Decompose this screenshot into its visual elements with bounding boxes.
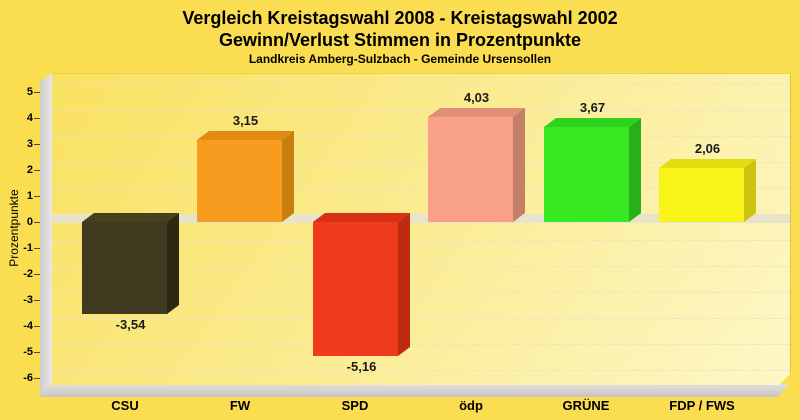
category-label-fdp-fws: FDP / FWS bbox=[669, 398, 735, 413]
bar-gruene bbox=[544, 118, 641, 222]
y-tick-mark-5 bbox=[34, 92, 40, 93]
gridline--2 bbox=[52, 266, 790, 267]
category-label-csu: CSU bbox=[111, 398, 139, 413]
bar-spd bbox=[313, 213, 410, 356]
y-tick-mark--6 bbox=[34, 378, 40, 379]
gridline-2 bbox=[52, 162, 790, 163]
gridline-3 bbox=[52, 136, 790, 137]
bar-csu bbox=[82, 213, 179, 314]
bar-top-face-gruene bbox=[544, 118, 641, 127]
category-label-spd: SPD bbox=[341, 398, 369, 413]
y-tick-mark-1 bbox=[34, 196, 40, 197]
y-tick-mark-0 bbox=[34, 222, 40, 223]
y-tick-mark--4 bbox=[34, 326, 40, 327]
bar-side-face-gruene bbox=[629, 118, 641, 222]
bar-side-face-spd bbox=[398, 213, 410, 356]
bar-side-face-fdp-fws bbox=[744, 159, 756, 222]
bar-front-face-spd bbox=[313, 222, 398, 356]
bar-top-face-spd bbox=[313, 213, 410, 222]
value-label-fdp-fws: 2,06 bbox=[694, 141, 721, 156]
bar-top-face-fw bbox=[197, 131, 294, 140]
chart-floor-3d bbox=[40, 384, 790, 397]
chart-left-wall-3d bbox=[40, 73, 52, 397]
y-tick-label-3: 3 bbox=[26, 138, 33, 150]
bar-front-face-fdp-fws bbox=[659, 168, 744, 222]
y-tick-mark-3 bbox=[34, 144, 40, 145]
value-label-gruene: 3,67 bbox=[579, 100, 606, 115]
bar-side-face-oedp bbox=[513, 108, 525, 222]
bar-side-face-fw bbox=[282, 131, 294, 222]
y-tick-mark--5 bbox=[34, 352, 40, 353]
gridline-5 bbox=[52, 84, 790, 85]
y-tick-label-4: 4 bbox=[26, 112, 33, 124]
bar-oedp bbox=[428, 108, 525, 222]
bar-front-face-oedp bbox=[428, 117, 513, 222]
gridline-4 bbox=[52, 110, 790, 111]
y-tick-mark--3 bbox=[34, 300, 40, 301]
y-tick-label--6: -6 bbox=[23, 372, 33, 384]
gridline--1 bbox=[52, 240, 790, 241]
y-tick-label-1: 1 bbox=[26, 190, 33, 202]
category-label-fw: FW bbox=[229, 398, 251, 413]
y-tick-label-2: 2 bbox=[26, 164, 33, 176]
y-tick-mark--2 bbox=[34, 274, 40, 275]
y-tick-label--1: -1 bbox=[23, 242, 33, 254]
bar-fw bbox=[197, 131, 294, 222]
y-tick-label-5: 5 bbox=[26, 86, 33, 98]
y-tick-mark-2 bbox=[34, 170, 40, 171]
y-tick-label-0: 0 bbox=[26, 216, 33, 228]
y-tick-label--2: -2 bbox=[23, 268, 33, 280]
gridline-0 bbox=[52, 214, 790, 215]
chart-title-line2: Gewinn/Verlust Stimmen in Prozentpunkte bbox=[218, 30, 582, 50]
zero-plane bbox=[52, 214, 790, 223]
y-tick-mark--1 bbox=[34, 248, 40, 249]
bar-fdp-fws bbox=[659, 159, 756, 222]
gridline--3 bbox=[52, 292, 790, 293]
bar-front-face-csu bbox=[82, 222, 167, 314]
gridline--4 bbox=[52, 318, 790, 319]
value-label-csu: -3,54 bbox=[115, 317, 146, 332]
y-tick-label--5: -5 bbox=[23, 346, 33, 358]
gridline--5 bbox=[52, 344, 790, 345]
bar-front-face-gruene bbox=[544, 127, 629, 222]
value-label-fw: 3,15 bbox=[232, 113, 259, 128]
bar-top-face-fdp-fws bbox=[659, 159, 756, 168]
chart-title-line1: Vergleich Kreistagswahl 2008 - Kreistags… bbox=[182, 8, 618, 28]
y-tick-label--4: -4 bbox=[23, 320, 33, 332]
category-label-oedp: ödp bbox=[459, 398, 483, 413]
chart-subtitle: Landkreis Amberg-Sulzbach - Gemeinde Urs… bbox=[248, 52, 552, 66]
gridline-1 bbox=[52, 188, 790, 189]
bar-top-face-csu bbox=[82, 213, 179, 222]
value-label-spd: -5,16 bbox=[346, 359, 377, 374]
gridline--6 bbox=[52, 370, 790, 371]
value-label-oedp: 4,03 bbox=[463, 90, 490, 105]
y-tick-mark-4 bbox=[34, 118, 40, 119]
bar-front-face-fw bbox=[197, 140, 282, 222]
category-label-gruene: GRÜNE bbox=[562, 398, 610, 413]
y-tick-label--3: -3 bbox=[23, 294, 33, 306]
bar-side-face-csu bbox=[167, 213, 179, 314]
bar-top-face-oedp bbox=[428, 108, 525, 117]
